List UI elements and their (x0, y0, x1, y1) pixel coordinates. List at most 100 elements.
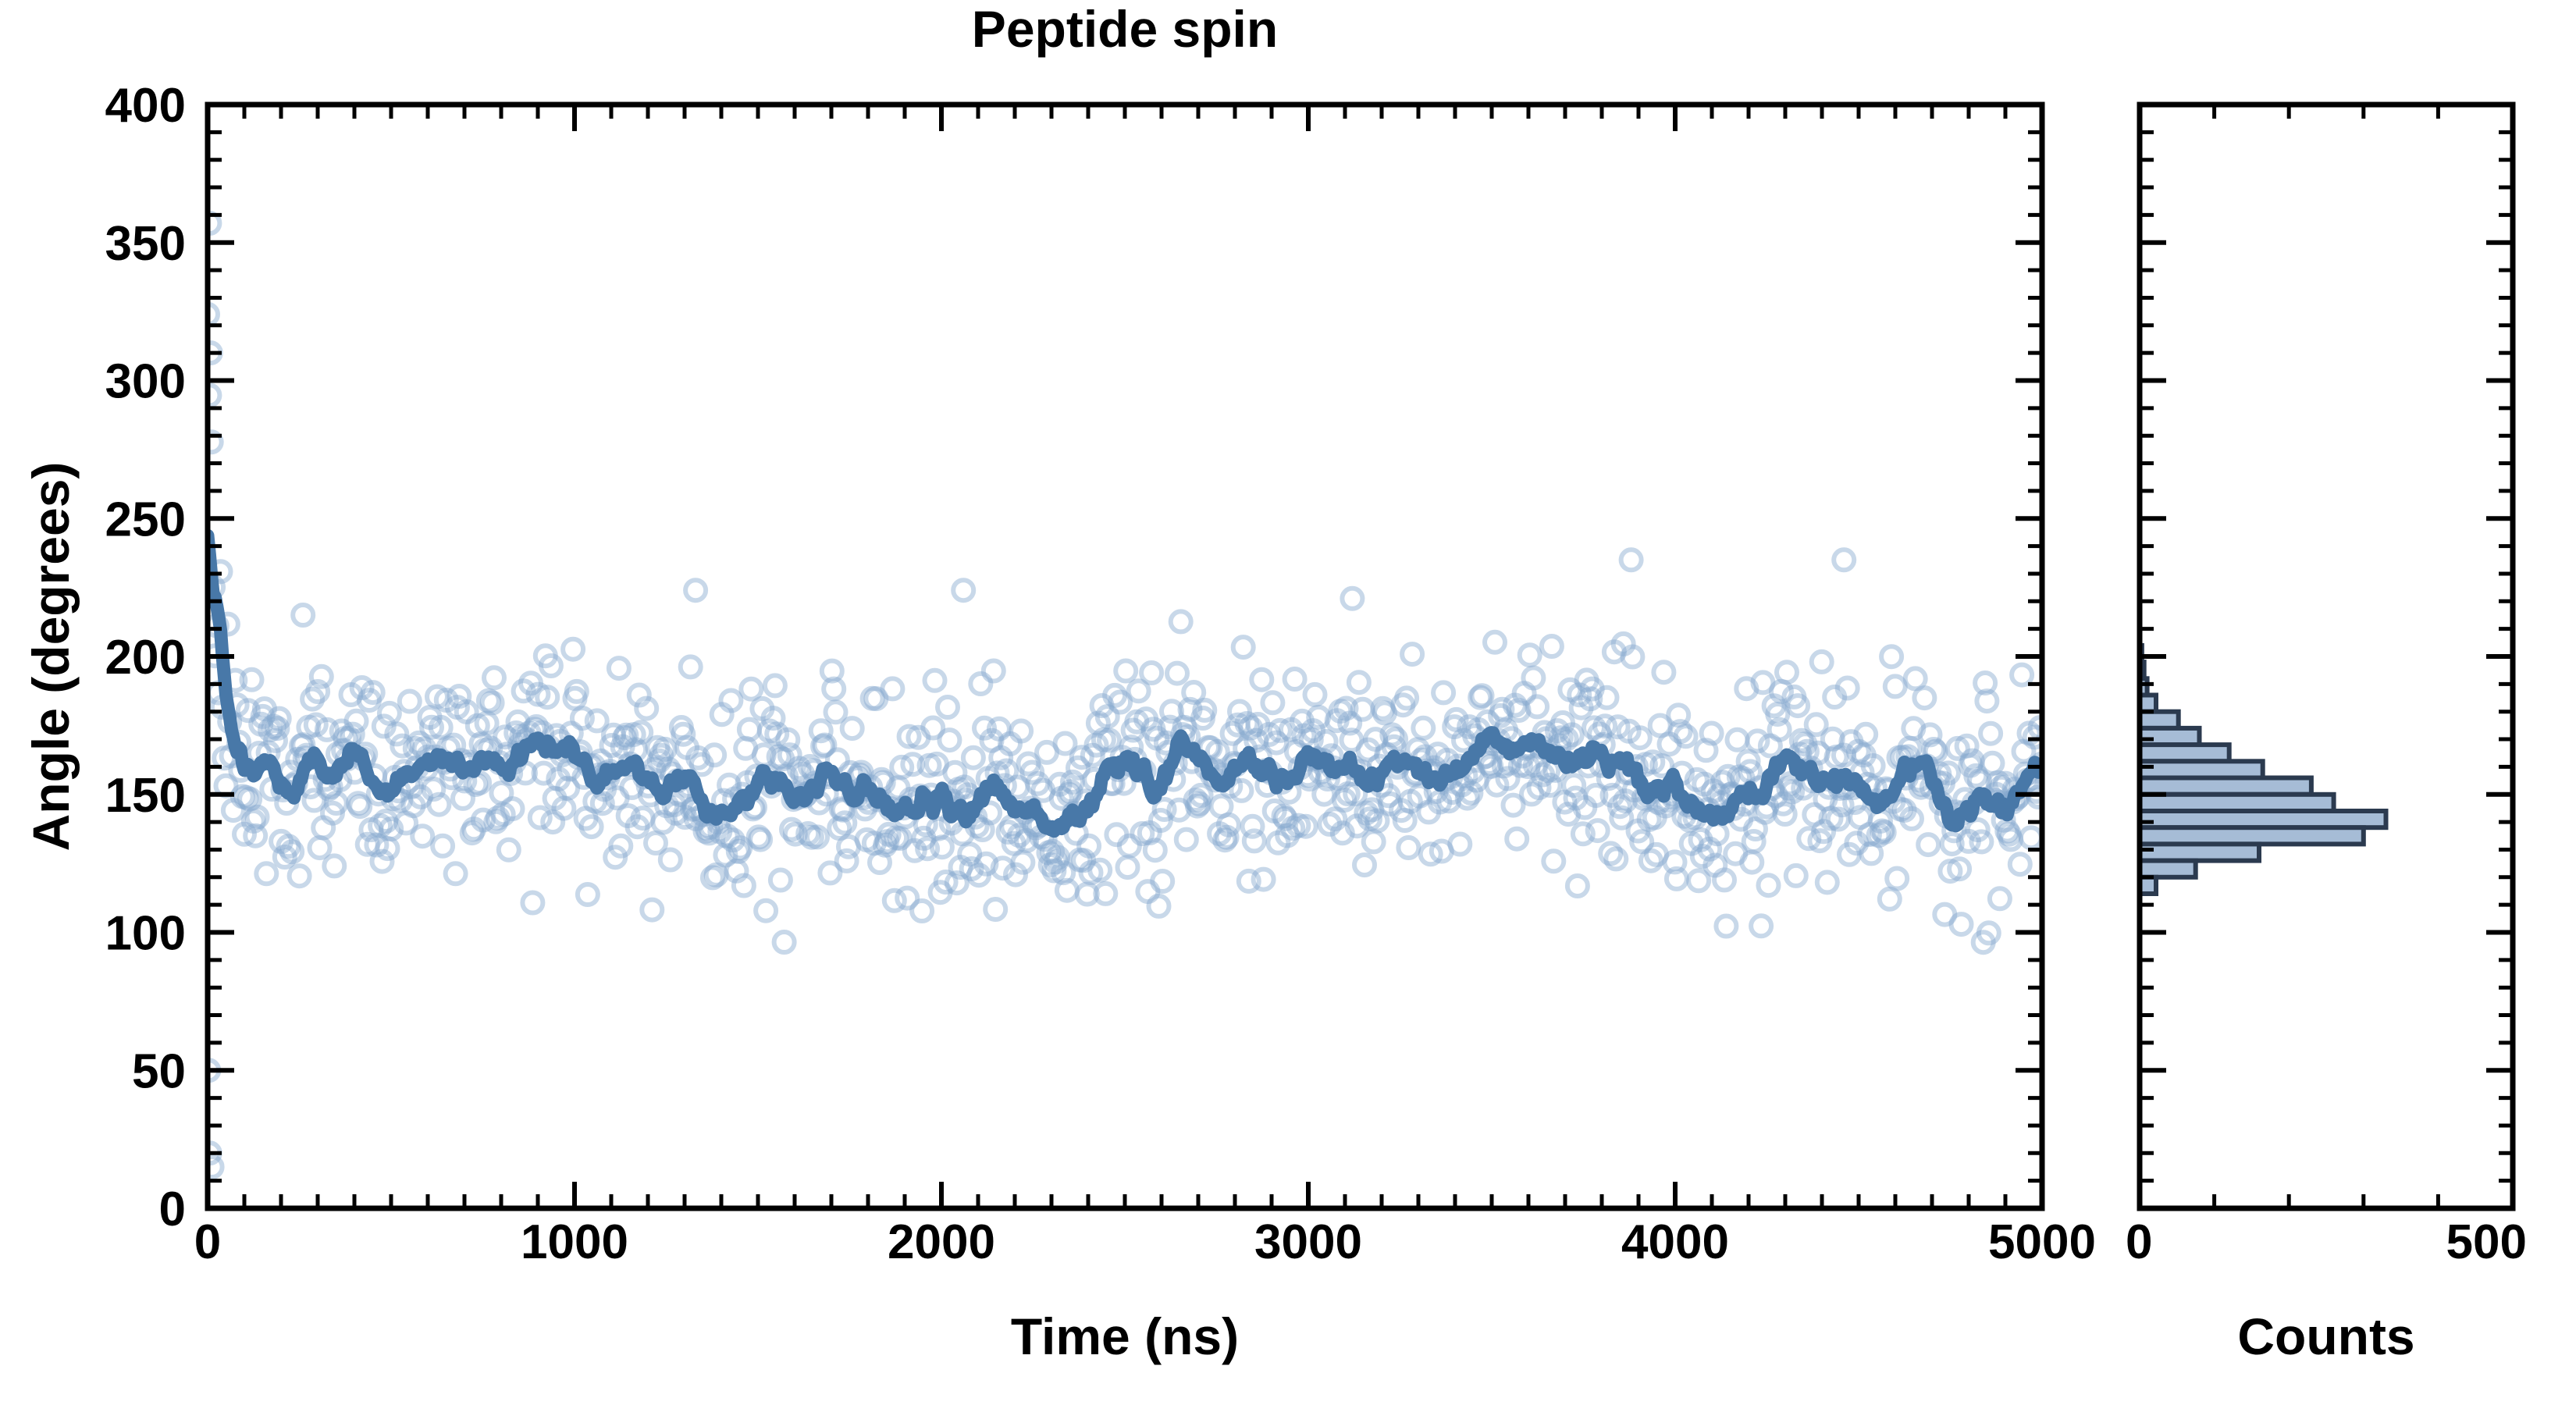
scatter-point (1037, 852, 1063, 877)
scatter-point (852, 796, 878, 822)
scatter-point (1831, 547, 1857, 573)
scatter-point (1703, 852, 1728, 878)
scatter-point (713, 842, 738, 868)
scatter-point (1159, 699, 1184, 724)
scatter-point (1838, 729, 1864, 755)
scatter-point (1001, 831, 1026, 856)
scatter-point (986, 716, 1012, 742)
histogram-panel: 0 500 Counts (2126, 101, 2527, 1365)
scatter-point (1912, 685, 1937, 711)
scatter-point (1184, 793, 1210, 819)
scatter-point (2011, 738, 2037, 764)
scatter-point (1094, 704, 1120, 730)
histogram-bar (2140, 858, 2198, 880)
scatter-point (926, 816, 952, 841)
scatter-point (1261, 799, 1287, 823)
scatter-point (652, 736, 678, 762)
scatter-point (525, 681, 551, 707)
scatter-point (393, 810, 419, 836)
scatter-point (619, 775, 645, 800)
scatter-point (562, 685, 588, 711)
scatter-point (709, 702, 735, 727)
scatter-point (1948, 912, 1974, 937)
timeseries-panel: Peptide spin 0 1000 2000 3000 4000 5000 0 50 10… (22, 0, 2096, 1365)
scatter-point (1322, 806, 1348, 832)
scatter-point (1173, 827, 1199, 852)
scatter-point (756, 718, 782, 744)
scatter-point (1329, 820, 1355, 846)
scatter-point (1656, 731, 1682, 757)
scatter-point (1666, 702, 1692, 728)
scatter-point (1089, 693, 1115, 718)
scatter-point (1087, 857, 1113, 883)
scatter-point (1557, 677, 1583, 702)
scatter-point (728, 835, 753, 861)
scatter-point (1662, 849, 1688, 875)
scatter-point (911, 825, 937, 851)
scatter-point (1710, 770, 1735, 795)
scatter-point (895, 885, 920, 911)
scatter-point (1043, 849, 1069, 875)
scatter-point (887, 826, 913, 852)
scatter-point (1489, 696, 1515, 722)
scatter-point (1796, 826, 1822, 852)
scatter-point (874, 829, 900, 855)
scatter-point (643, 831, 668, 855)
scatter-point (621, 722, 646, 748)
scatter-point (307, 835, 333, 861)
scatter-point (896, 724, 922, 749)
scatter-point (1436, 788, 1462, 814)
scatter-point (1541, 848, 1567, 874)
scatter-point (1407, 783, 1432, 809)
scatter-point (406, 730, 432, 756)
scatter-point (244, 804, 270, 830)
scatter-point (300, 686, 326, 712)
scatter-point (1756, 873, 1781, 898)
running-average-line (208, 528, 2042, 838)
scatter-point (1663, 866, 1689, 891)
scatter-point (767, 867, 793, 893)
scatter-point (1545, 718, 1570, 744)
x-tick-label: 4000 (1621, 1215, 1729, 1269)
scatter-point (1585, 818, 1610, 844)
scatter-point (1150, 869, 1176, 894)
scatter-point (753, 898, 779, 923)
scatter-point (1361, 829, 1386, 855)
scatter-point (1264, 730, 1290, 756)
scatter-point (748, 827, 774, 852)
y-tick-label: 300 (105, 355, 186, 409)
scatter-point (1036, 840, 1062, 866)
scatter-point (1673, 724, 1699, 749)
scatter-point (1884, 866, 1910, 891)
histogram-x-tick-label: 500 (2446, 1215, 2527, 1269)
scatter-point (1525, 694, 1550, 720)
scatter-point (1272, 806, 1298, 831)
scatter-point (714, 823, 740, 849)
scatter-point (779, 816, 804, 842)
scatter-point (1888, 796, 1913, 822)
scatter-point (1715, 763, 1741, 789)
scatter-point (505, 709, 531, 735)
scatter-point (1772, 802, 1798, 827)
scatter-point (1803, 712, 1829, 738)
histogram-bar (2140, 742, 2232, 764)
scatter-point (1484, 772, 1510, 798)
scatter-point (479, 690, 505, 716)
scatter-point (1177, 696, 1203, 722)
scatter-point (208, 301, 220, 327)
scatter-point (343, 708, 369, 734)
scatter-point (573, 806, 599, 831)
scatter-point (1502, 692, 1528, 718)
scatter-point (1739, 849, 1765, 875)
scatter-point (235, 698, 261, 724)
scatter-point (450, 785, 475, 811)
scatter-point (1780, 779, 1806, 805)
scatter-point (972, 715, 997, 741)
scatter-point (724, 858, 749, 884)
scatter-point (1939, 831, 1965, 857)
scatter-point (988, 745, 1014, 770)
histogram-bar (2140, 709, 2181, 731)
scatter-point (1238, 715, 1264, 741)
scatter-point (942, 759, 968, 785)
scatter-point (1390, 692, 1416, 718)
